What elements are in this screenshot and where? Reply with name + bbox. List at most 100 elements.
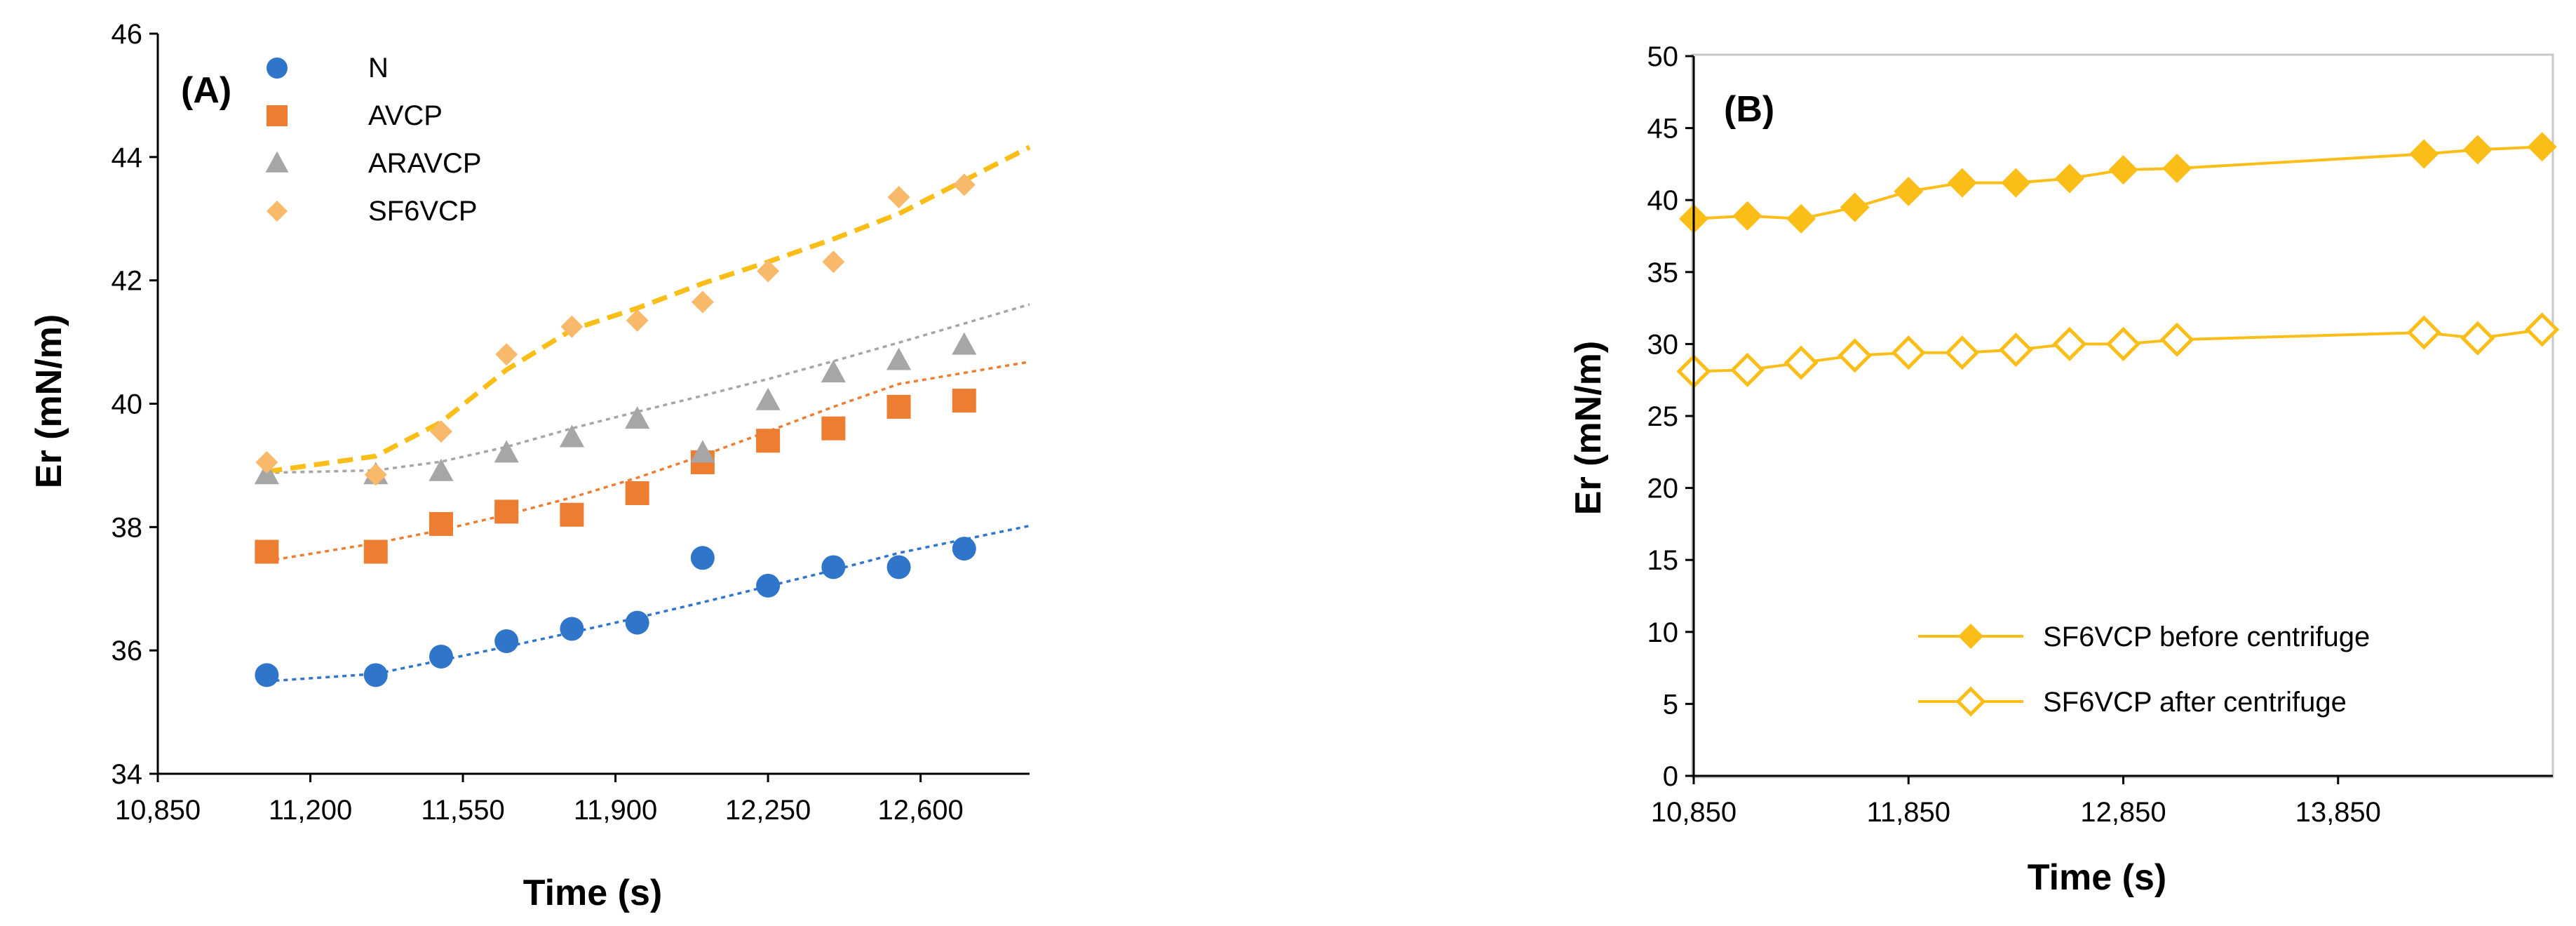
data-point-aravcp (821, 360, 846, 383)
data-point-avcp (886, 394, 911, 419)
data-point-sf6vcp (255, 451, 278, 474)
x-tick-label: 10,850 (1651, 797, 1737, 828)
y-tick-label: 46 (112, 19, 143, 50)
y-tick-label: 5 (1663, 689, 1678, 720)
x-tick-label: 11,900 (574, 795, 657, 826)
data-point-avcp (952, 389, 976, 413)
data-point-n (886, 555, 911, 579)
data-point-aravcp (429, 458, 454, 481)
data-point-sf6vcp (429, 420, 452, 443)
x-tick-label: 12,250 (725, 795, 811, 826)
data-point (2052, 326, 2087, 361)
trendline-avcp (267, 360, 1030, 563)
data-point (2054, 163, 2084, 194)
data-point-aravcp (494, 440, 519, 463)
data-point (1840, 192, 1870, 222)
legend-label: AVCP (368, 100, 443, 131)
data-point-sf6vcp (495, 343, 518, 366)
x-tick-label: 11,850 (1867, 797, 1950, 828)
y-tick-label: 40 (1647, 185, 1679, 216)
data-point-aravcp (559, 424, 585, 448)
data-point-sf6vcp (626, 309, 649, 332)
data-point (2105, 326, 2141, 361)
data-point (1837, 338, 1873, 373)
data-point (1783, 345, 1819, 380)
data-point (1894, 176, 1924, 206)
data-points (254, 173, 977, 687)
legend-marker (1955, 686, 1986, 717)
x-tick-label: 11,200 (269, 795, 352, 826)
data-point-avcp (625, 481, 649, 505)
legend-marker (267, 201, 288, 222)
data-point-n (625, 610, 649, 635)
x-tick-label: 12,600 (877, 795, 963, 826)
data-point (2527, 132, 2557, 162)
data-point-avcp (560, 502, 584, 527)
data-point-avcp (756, 429, 781, 453)
data-point-aravcp (755, 387, 781, 410)
x-axis-title-a: Time (s) (523, 873, 662, 913)
y-tick-label: 30 (1647, 329, 1679, 360)
trendline-n (267, 524, 1030, 683)
data-point (2460, 321, 2495, 356)
y-tick-label: 10 (1647, 617, 1679, 648)
data-point-sf6vcp (952, 173, 976, 196)
legend-marker (267, 105, 288, 126)
data-point-sf6vcp (364, 463, 387, 486)
data-point (2162, 154, 2192, 184)
legend-a: N AVCP ARAVCP SF6VCP (265, 53, 482, 227)
trendlines (266, 145, 1031, 683)
data-point (1947, 168, 1977, 198)
y-tick-label: 40 (112, 389, 143, 420)
panel-label-a: (A) (181, 70, 231, 111)
data-point-sf6vcp (887, 185, 910, 208)
legend-label: SF6VCP before centrifuge (2043, 622, 2370, 652)
y-tick-label: 38 (112, 512, 143, 543)
data-point-sf6vcp (822, 250, 845, 274)
data-point (1945, 335, 1980, 370)
y-axis-title-a: Er (mN/m) (29, 314, 69, 488)
data-point (2406, 315, 2441, 350)
y-tick-label: 15 (1647, 545, 1679, 576)
data-point (1891, 335, 1926, 370)
data-point-n (756, 573, 781, 598)
data-points (1676, 132, 2560, 389)
data-point-sf6vcp (560, 315, 584, 338)
data-point-aravcp (886, 347, 912, 370)
data-point-aravcp (690, 440, 715, 463)
data-point (2001, 168, 2031, 198)
data-point-n (690, 546, 715, 570)
trendline-aravcp (267, 303, 1030, 474)
trendline-sf6vcp (266, 145, 1031, 474)
y-tick-label: 25 (1647, 401, 1679, 432)
legend-label: N (368, 53, 389, 83)
data-point-n (429, 644, 453, 669)
data-point (1730, 352, 1765, 387)
data-point (1786, 203, 1816, 234)
legend-marker (265, 151, 289, 173)
data-point (1732, 201, 1762, 231)
data-point-avcp (255, 539, 279, 564)
y-tick-label: 20 (1647, 474, 1679, 504)
data-point-n (363, 663, 388, 687)
y-tick-label: 44 (112, 142, 143, 173)
x-tick-label: 13,850 (2295, 797, 2381, 828)
data-point-sf6vcp (757, 260, 780, 283)
legend-marker (267, 58, 288, 79)
x-axis-title-b: Time (s) (2028, 857, 2166, 898)
y-tick-label: 50 (1647, 41, 1679, 72)
data-point (2462, 135, 2493, 165)
data-point (2409, 139, 2439, 169)
data-point-avcp (429, 511, 453, 536)
data-point (2108, 155, 2138, 185)
y-ticks: 34 36 38 40 42 44 46 (112, 19, 158, 790)
data-point-n (821, 555, 846, 579)
data-point-aravcp (952, 332, 977, 355)
legend-label: ARAVCP (368, 148, 482, 179)
data-point (2159, 322, 2194, 357)
legend-b: SF6VCP before centrifuge SF6VCP after cen… (1918, 622, 2370, 718)
y-tick-label: 45 (1647, 114, 1679, 145)
y-tick-label: 34 (112, 759, 143, 790)
data-point (1998, 333, 2033, 368)
